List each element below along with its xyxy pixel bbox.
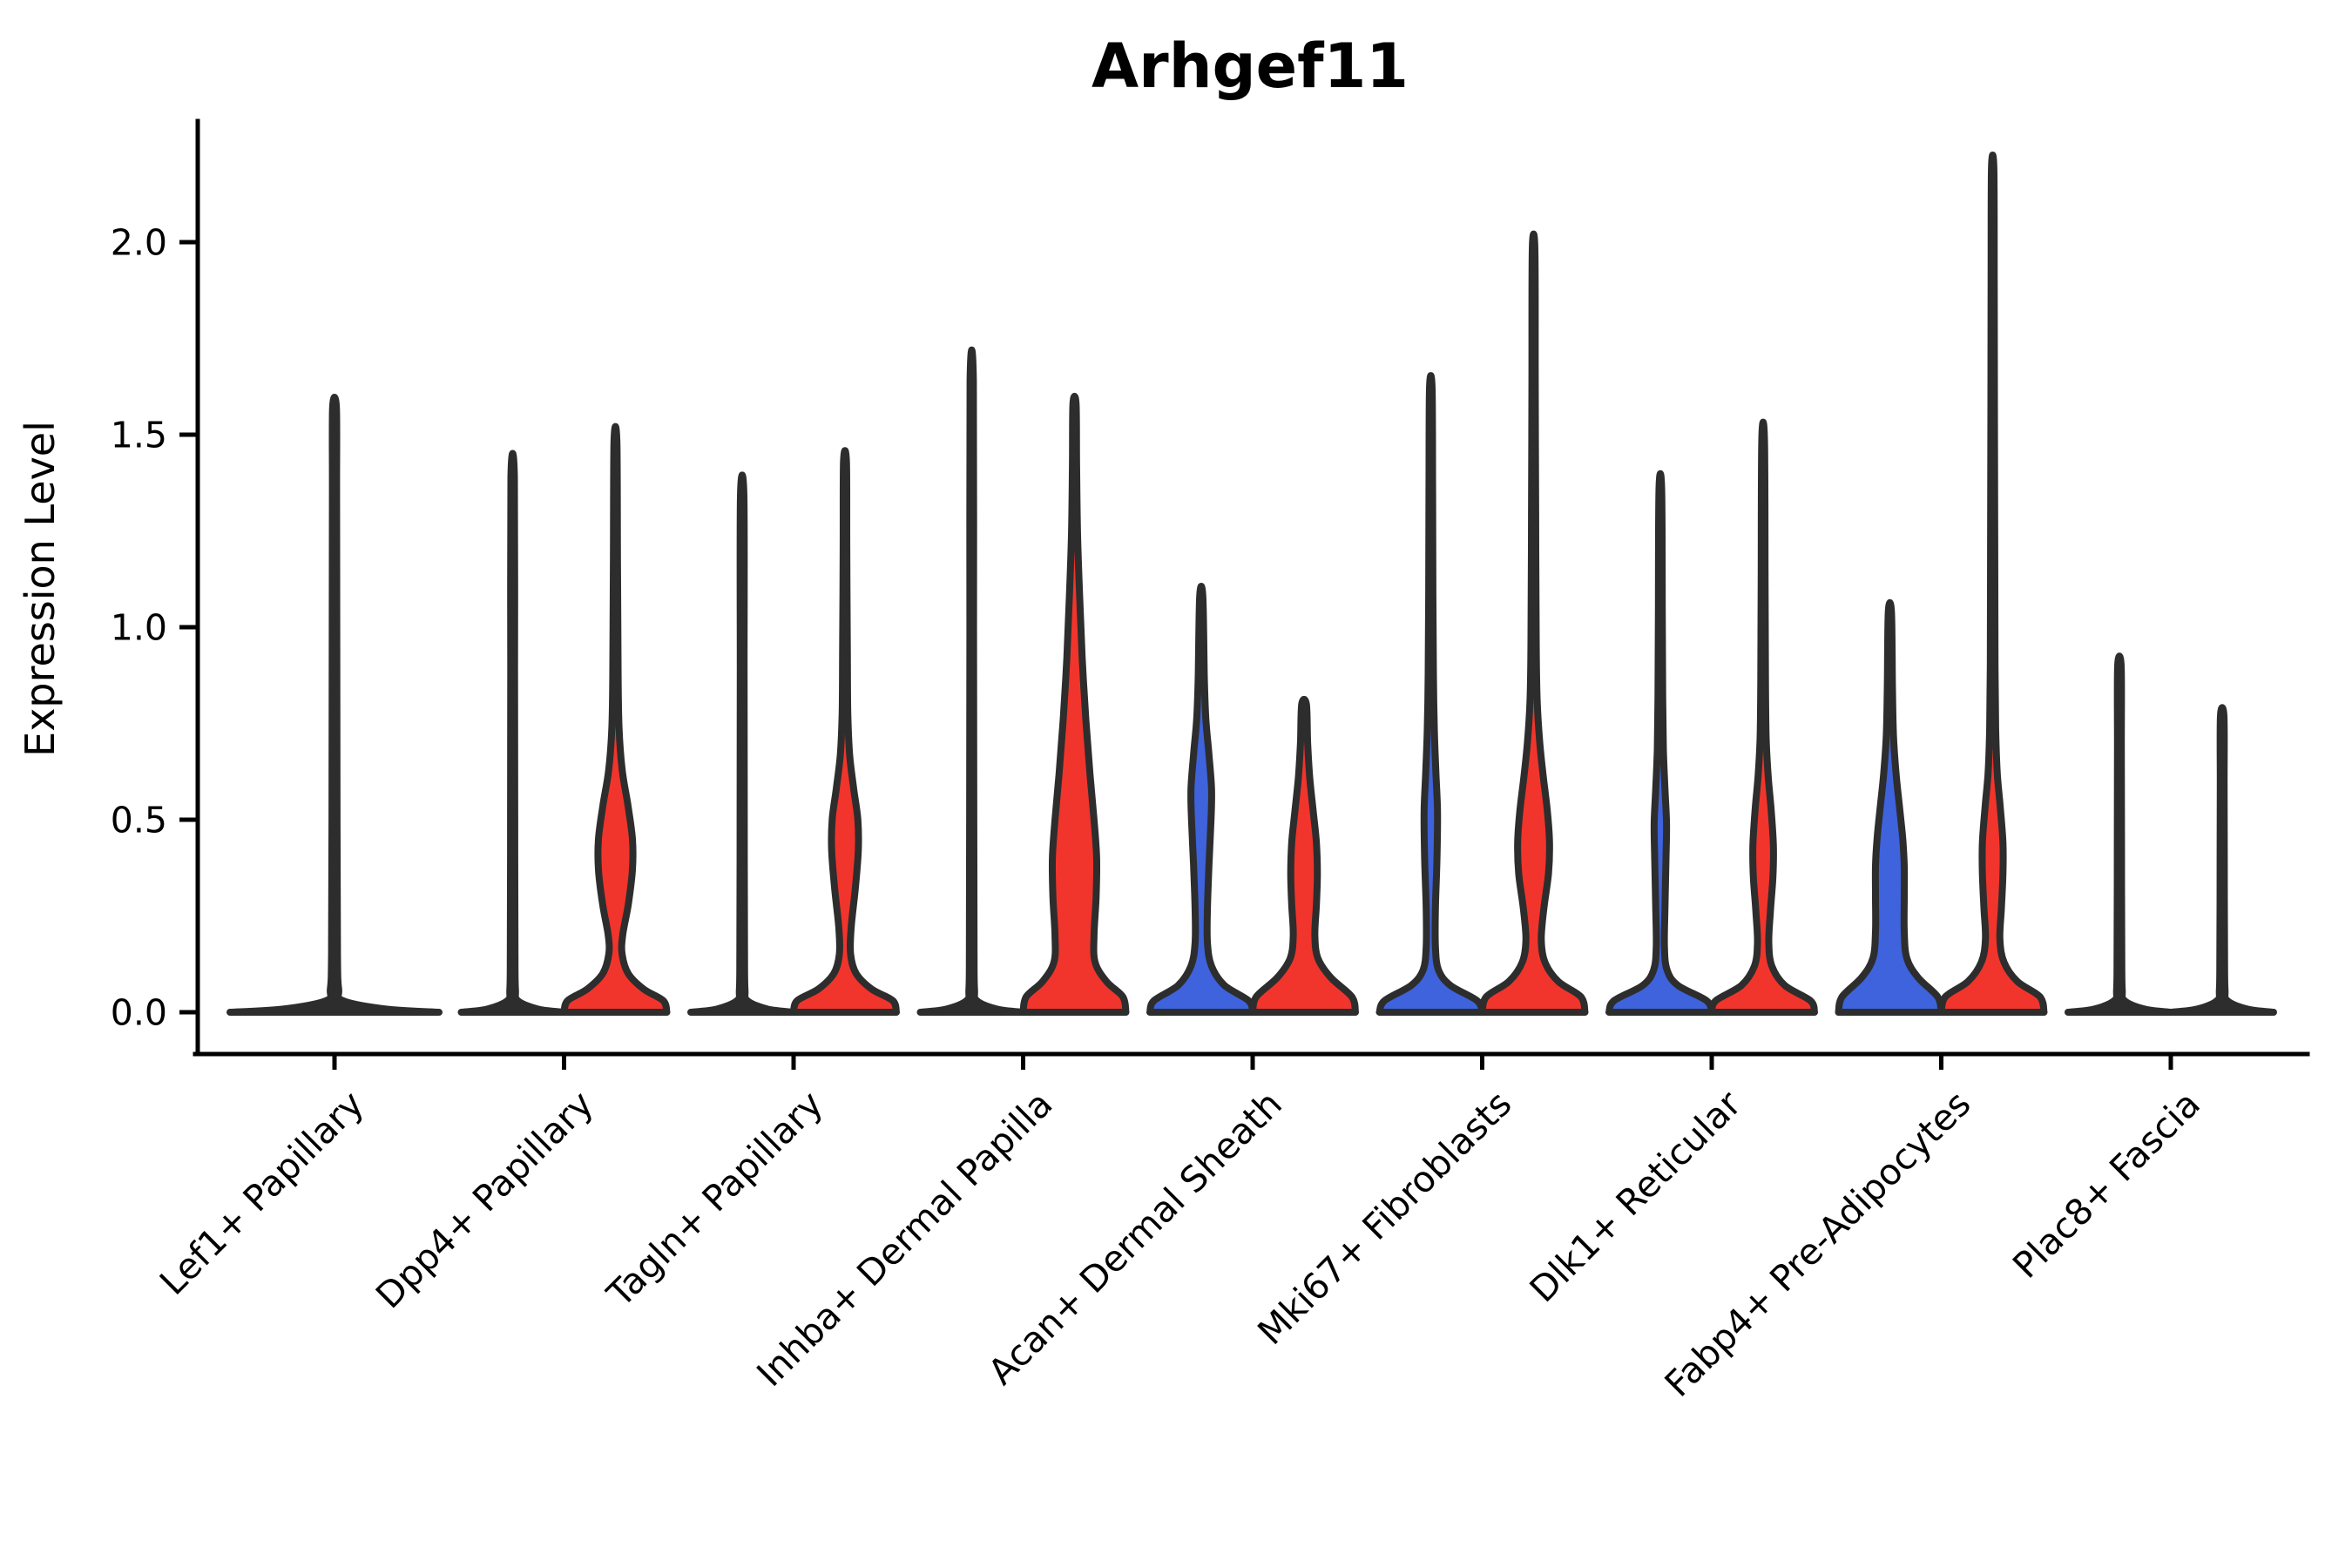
violin-plac8-fascia-right [2167, 704, 2277, 1016]
violin-fabp4-pre-adipocytes-left [1835, 598, 1945, 1016]
violin-plac8-fascia-left [2065, 652, 2174, 1016]
violin-dpp4-papillary-left [457, 449, 568, 1016]
y-tick-label: 1.0 [111, 606, 167, 648]
violin-lef1-papillary-center [226, 393, 443, 1016]
violin-inhba-dermal-papilla-left [916, 346, 1027, 1016]
chart-title: Arhgef11 [1092, 30, 1409, 102]
violin-mki67-fibroblasts-left [1375, 372, 1486, 1016]
x-category-label: Lef1+ Papillary [152, 1083, 372, 1303]
x-category-label: Dpp4+ Papillary [368, 1083, 601, 1316]
violin-acan-dermal-sheath-right [1249, 695, 1359, 1016]
violin-mki67-fibroblasts-right [1478, 230, 1589, 1016]
x-category-label: Dlk1+ Reticular [1522, 1083, 1749, 1310]
x-category-label: Tagln+ Papillary [598, 1083, 831, 1315]
violin-fabp4-pre-adipocytes-right [1937, 152, 2048, 1016]
violin-dlk1-reticular-right [1708, 418, 1818, 1016]
violin-tagln-papillary-left [687, 471, 797, 1016]
violin-inhba-dermal-papilla-right [1019, 392, 1130, 1016]
y-tick-label: 1.5 [111, 414, 167, 456]
violin-acan-dermal-sheath-left [1146, 583, 1256, 1016]
y-tick-label: 0.5 [111, 799, 167, 841]
violin-dpp4-papillary-right [560, 422, 671, 1016]
y-tick-label: 0.0 [111, 991, 167, 1033]
violin-tagln-papillary-right [790, 447, 900, 1016]
violins-layer [226, 152, 2277, 1016]
x-category-label: Mki67+ Fibroblasts [1249, 1083, 1519, 1353]
y-tick-label: 2.0 [111, 221, 167, 263]
y-axis-label: Expression Level [17, 421, 64, 757]
x-category-label: Plac8+ Fascia [2004, 1083, 2208, 1287]
violin-dlk1-reticular-left [1605, 470, 1715, 1016]
